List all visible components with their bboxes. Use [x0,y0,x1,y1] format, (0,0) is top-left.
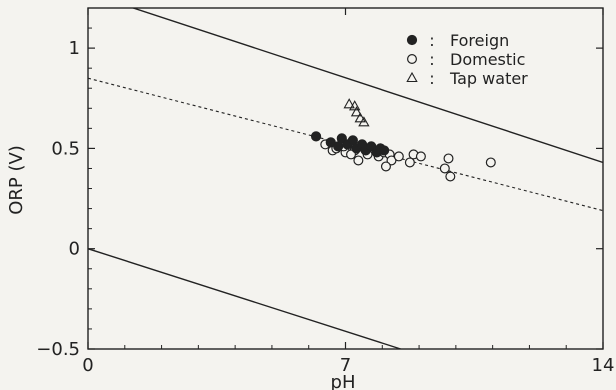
x-tick-label: 0 [82,355,93,376]
data-point [415,151,426,162]
data-point [443,153,454,164]
legend-separator: : [429,69,434,88]
y-tick-label: −0.5 [36,339,80,360]
reference-line-3 [88,248,401,349]
series-foreign [310,131,390,158]
legend-item: : Domestic [407,50,525,69]
data-point [439,163,450,174]
x-tick-label: 7 [340,355,351,376]
data-point [379,145,390,156]
legend-label: Domestic [450,50,525,69]
legend-separator: : [429,31,434,50]
y-axis-title: ORP (V) [6,145,27,215]
legend-item: : Foreign [406,31,509,50]
data-point [350,106,363,117]
data-point [354,112,366,123]
legend-item: : Tap water [406,69,528,88]
legend: : Foreign: Domestic: Tap water [406,31,528,88]
data-point [393,151,404,162]
data-point [353,155,364,166]
y-tick-label: 1 [69,38,80,59]
legend-marker [406,71,418,83]
data-point [445,171,456,182]
legend-separator: : [429,50,434,69]
reference-line-1 [131,8,603,164]
axis-ticks: 0 7 14−0.500.51 [36,8,614,376]
data-points [310,98,496,182]
data-point [358,116,370,127]
legend-label: Foreign [450,31,509,50]
data-point [380,161,391,172]
legend-label: Tap water [449,69,528,88]
data-point [343,98,355,109]
y-tick-label: 0.5 [51,138,80,159]
x-tick-label: 14 [592,355,615,376]
reference-lines [88,8,603,349]
legend-marker [406,34,418,46]
data-point [310,131,322,142]
legend-marker [407,53,418,64]
series-tap-water [343,98,370,127]
data-point [485,157,496,168]
y-tick-label: 0 [69,239,80,260]
plot-frame [87,7,604,350]
x-axis-title: pH [331,372,356,390]
data-point [404,157,415,168]
